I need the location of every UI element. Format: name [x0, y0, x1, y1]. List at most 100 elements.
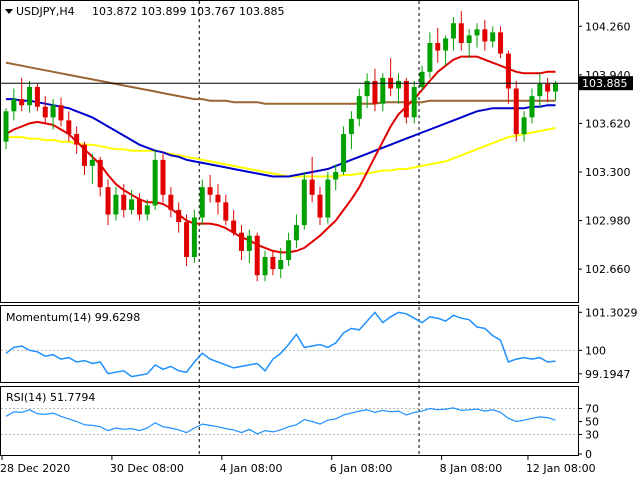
candle-body: [403, 80, 409, 118]
candle-body: [66, 120, 72, 135]
candle-body: [474, 29, 480, 36]
candle-body: [309, 179, 315, 195]
candle-body: [199, 187, 205, 218]
candle-body: [11, 99, 17, 112]
candle-body: [105, 187, 111, 215]
candle-body: [521, 117, 527, 135]
dropdown-triangle-icon[interactable]: [5, 9, 13, 14]
y-tick-label: 103.620: [585, 117, 631, 130]
ma-mid-line: [6, 98, 556, 178]
candle-body: [82, 144, 87, 166]
momentum-title: Momentum(14) 99.6298: [6, 311, 140, 324]
candle-body: [262, 256, 268, 276]
candle-body: [537, 83, 543, 97]
rsi-line: [5, 407, 556, 435]
y-tick-label: 104.260: [585, 20, 631, 33]
candle-body: [191, 217, 197, 257]
candle-body: [176, 209, 182, 223]
candle-body: [168, 194, 174, 210]
candle-body: [286, 240, 292, 261]
candle-body: [545, 83, 551, 92]
candle-body: [129, 199, 135, 210]
rsi-tick-label: 50: [585, 416, 599, 429]
candle-body: [396, 80, 401, 89]
symbol-label: USDJPY,H4: [16, 5, 75, 18]
ohlc-label: 103.872 103.899 103.767 103.885: [92, 5, 284, 18]
candle-body: [333, 171, 339, 180]
candle-body: [239, 232, 244, 251]
candle-body: [3, 111, 9, 142]
current-price-tag: [579, 76, 633, 91]
momentum-tick-label: 101.3029: [585, 306, 638, 319]
candle-body: [458, 23, 464, 43]
candle-body: [427, 42, 433, 72]
y-tick-label: 103.300: [585, 166, 631, 179]
x-tick-label: 6 Jan 08:00: [330, 462, 393, 475]
candle-body: [278, 260, 284, 270]
candle-body: [301, 179, 307, 226]
rsi-tick-label: 0: [585, 448, 592, 461]
x-tick-label: 12 Jan 08:00: [526, 462, 596, 475]
rsi-tick-label: 30: [585, 429, 599, 442]
candle-body: [89, 159, 95, 166]
candle-body: [58, 105, 64, 121]
current-price-label: 103.885: [582, 77, 628, 90]
candle-body: [121, 194, 127, 210]
momentum-tick-label: 99.1947: [585, 368, 631, 381]
candle-body: [372, 80, 378, 104]
candle-body: [160, 159, 166, 195]
candle-body: [97, 159, 103, 188]
candle-body: [184, 222, 190, 257]
candle-body: [317, 194, 323, 218]
x-tick-label: 30 Dec 08:00: [110, 462, 184, 475]
candle-body: [74, 134, 80, 145]
candle-body: [364, 80, 370, 97]
candle-body: [215, 194, 221, 203]
momentum-tick-label: 100: [585, 344, 606, 357]
candle-body: [435, 42, 441, 51]
x-tick-label: 4 Jan 08:00: [220, 462, 283, 475]
x-tick-label: 8 Jan 08:00: [440, 462, 503, 475]
candle-body: [529, 96, 535, 118]
ma-yellow-line: [6, 127, 556, 178]
candle-body: [144, 205, 150, 215]
candle-body: [513, 88, 519, 135]
y-tick-label: 102.980: [585, 215, 631, 228]
candle-body: [411, 86, 417, 118]
candle-body: [113, 194, 119, 215]
candle-body: [341, 134, 347, 172]
candle-body: [246, 235, 252, 251]
candle-body: [293, 225, 299, 241]
ma-slow-line: [5, 61, 556, 105]
candle-body: [443, 38, 449, 51]
candle-body: [553, 83, 558, 92]
x-tick-label: 28 Dec 2020: [0, 462, 70, 475]
rsi-panel: [0, 386, 579, 456]
rsi-title: RSI(14) 51.7794: [6, 391, 95, 404]
momentum-line: [5, 311, 556, 378]
candle-body: [207, 187, 213, 195]
candle-body: [254, 235, 260, 276]
candle-body: [482, 29, 488, 42]
y-tick-label: 102.660: [585, 263, 631, 276]
candle-body: [223, 202, 229, 221]
candle-body: [270, 256, 276, 270]
candle-body: [356, 96, 362, 119]
candle-body: [450, 23, 456, 39]
candle-body: [466, 35, 472, 43]
candle-body: [27, 86, 33, 106]
candle-body: [136, 199, 142, 215]
candle-body: [419, 71, 425, 87]
candle-body: [505, 53, 511, 89]
candle-body: [50, 105, 56, 118]
candle-body: [490, 32, 496, 42]
candle-body: [231, 220, 237, 233]
candle-body: [348, 118, 354, 135]
candle-body: [19, 99, 25, 106]
candle-body: [152, 159, 158, 206]
rsi-tick-label: 70: [585, 403, 599, 416]
candle-body: [380, 77, 386, 104]
candle-body: [325, 179, 331, 218]
candle-body: [42, 106, 48, 118]
